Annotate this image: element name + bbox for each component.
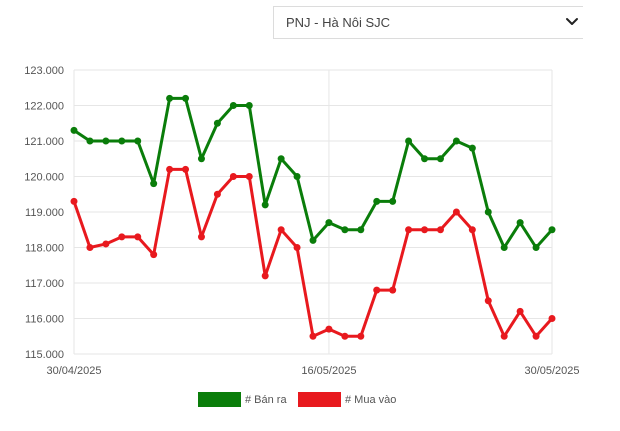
x-tick-label: 30/04/2025 <box>46 365 101 377</box>
series-point-0 <box>197 155 205 163</box>
series-point-0 <box>261 201 269 209</box>
series-point-1 <box>357 332 365 340</box>
series <box>70 94 556 340</box>
series-point-1 <box>197 233 205 241</box>
y-tick-label: 123.000 <box>24 65 64 77</box>
series-point-0 <box>150 180 158 188</box>
series-point-1 <box>532 332 540 340</box>
y-axis-ticks: 115.000 116.000 117.000 118.000 119.000 120.0… <box>24 65 64 361</box>
series-point-0 <box>532 244 540 251</box>
series-line-1 <box>72 167 554 338</box>
series-point-1 <box>500 332 508 340</box>
series-point-1 <box>309 332 317 340</box>
series-point-1 <box>118 233 126 241</box>
series-point-0 <box>213 119 221 127</box>
series-point-0 <box>277 155 285 163</box>
x-axis-ticks: 30/04/2025 16/05/2025 30/05/2025 <box>46 365 579 377</box>
x-tick-label: 16/05/2025 <box>301 365 356 377</box>
series-point-1 <box>245 173 253 180</box>
series-point-0 <box>389 197 397 205</box>
series-point-0 <box>452 137 460 145</box>
series-point-0 <box>182 94 190 102</box>
series-point-1 <box>229 173 237 180</box>
series-point-0 <box>245 102 253 109</box>
series-point-1 <box>405 226 413 234</box>
series-point-1 <box>421 226 429 234</box>
series-point-0 <box>484 208 492 216</box>
legend: # Bán ra # Mua vào <box>198 392 396 407</box>
series-point-1 <box>182 165 190 173</box>
series-point-0 <box>229 102 237 109</box>
source-select-value: PNJ - Hà Nôi SJC <box>286 15 391 30</box>
series-point-0 <box>500 244 508 251</box>
series-point-1 <box>86 244 94 251</box>
series-line-0 <box>73 96 554 249</box>
series-point-1 <box>166 165 174 173</box>
y-tick-label: 116.000 <box>25 314 64 326</box>
series-point-0 <box>548 226 556 234</box>
legend-swatch-1 <box>298 392 341 407</box>
series-point-0 <box>102 137 110 145</box>
series-point-0 <box>373 197 381 205</box>
series-point-0 <box>309 236 317 244</box>
y-tick-label: 118.000 <box>25 243 64 255</box>
series-point-0 <box>436 155 444 163</box>
series-point-1 <box>102 240 110 248</box>
series-point-1 <box>134 233 142 241</box>
series-point-1 <box>150 251 158 259</box>
series-point-0 <box>341 226 349 234</box>
series-point-1 <box>70 197 78 205</box>
series-point-1 <box>325 325 333 333</box>
series-point-1 <box>452 208 460 216</box>
series-point-1 <box>373 286 381 294</box>
series-point-1 <box>293 244 301 251</box>
y-tick-label: 121.000 <box>24 136 64 148</box>
series-point-0 <box>134 137 142 145</box>
source-select[interactable]: PNJ - Hà Nôi SJC <box>273 6 583 39</box>
chevron-down-icon <box>566 18 578 25</box>
series-point-0 <box>357 226 365 234</box>
series-point-0 <box>421 155 429 163</box>
series-point-0 <box>516 219 524 227</box>
series-point-0 <box>70 126 78 134</box>
y-tick-label: 120.000 <box>24 172 64 184</box>
y-tick-label: 122.000 <box>24 101 64 113</box>
series-point-1 <box>436 226 444 234</box>
series-point-1 <box>468 226 476 234</box>
series-point-1 <box>341 332 349 340</box>
series-point-1 <box>261 272 269 280</box>
series-point-0 <box>293 173 301 180</box>
series-point-1 <box>213 190 221 198</box>
y-tick-label: 117.000 <box>25 278 64 290</box>
series-point-1 <box>548 315 556 322</box>
series-point-1 <box>389 286 397 294</box>
series-point-0 <box>405 137 413 145</box>
y-tick-label: 115.000 <box>25 349 64 361</box>
legend-label-0: # Bán ra <box>245 394 287 406</box>
series-point-0 <box>118 137 126 145</box>
series-point-1 <box>516 307 524 315</box>
series-point-0 <box>166 94 174 102</box>
legend-swatch-0 <box>198 392 241 407</box>
grid <box>73 69 553 355</box>
y-tick-label: 119.000 <box>25 207 64 219</box>
series-point-0 <box>86 137 94 145</box>
x-tick-label: 30/05/2025 <box>524 365 579 377</box>
series-point-0 <box>325 219 333 227</box>
series-point-0 <box>468 144 476 152</box>
series-point-1 <box>277 226 285 234</box>
series-point-1 <box>484 297 492 305</box>
legend-label-1: # Mua vào <box>345 394 396 406</box>
